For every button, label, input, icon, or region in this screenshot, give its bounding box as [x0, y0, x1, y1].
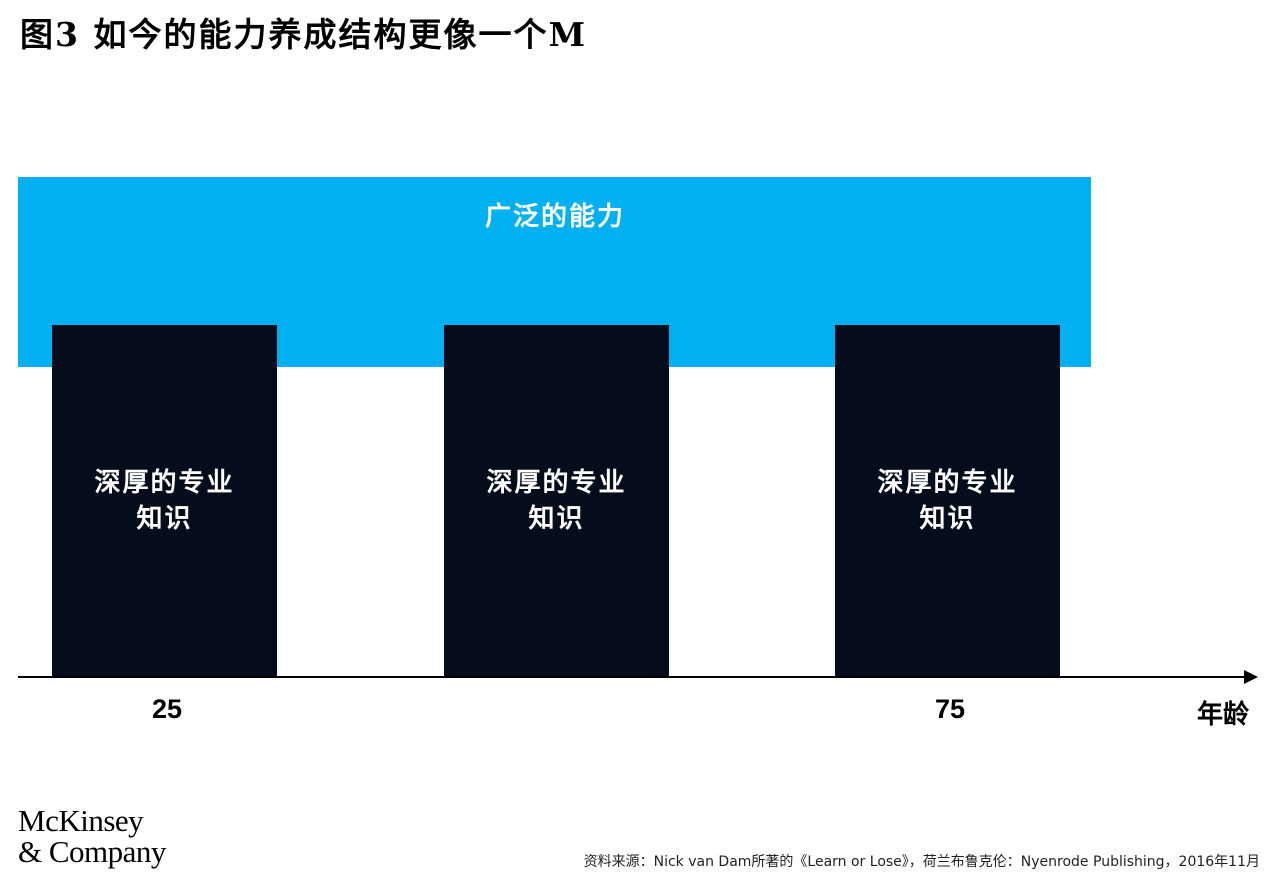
axis-arrow-icon	[1244, 670, 1258, 684]
logo-line2: & Company	[18, 834, 166, 869]
deep-knowledge-pillar-3: 深厚的专业 知识	[835, 325, 1060, 677]
age-axis-line	[18, 676, 1248, 678]
page-title: 图3 如今的能力养成结构更像一个M	[20, 15, 587, 54]
pillar-label-line2: 知识	[136, 504, 193, 534]
broad-abilities-label: 广泛的能力	[484, 202, 625, 232]
pillar-label-line1: 深厚的专业	[94, 468, 235, 498]
pillar-label-line2: 知识	[919, 504, 976, 534]
pillar-label-line1: 深厚的专业	[877, 468, 1018, 498]
axis-tick-75: 75	[935, 694, 966, 724]
pillar-label-line2: 知识	[528, 504, 585, 534]
pillar-label: 深厚的专业 知识	[444, 465, 669, 537]
mckinsey-logo: McKinsey & Company	[18, 805, 166, 867]
deep-knowledge-pillar-2: 深厚的专业 知识	[444, 325, 669, 677]
pillar-label-line1: 深厚的专业	[486, 468, 627, 498]
source-note: 资料来源：Nick van Dam所著的《Learn or Lose》，荷兰布鲁…	[583, 854, 1260, 870]
axis-unit-label: 年龄	[1197, 700, 1250, 730]
deep-knowledge-pillar-1: 深厚的专业 知识	[52, 325, 277, 677]
pillar-label: 深厚的专业 知识	[52, 465, 277, 537]
pillar-label: 深厚的专业 知识	[835, 465, 1060, 537]
axis-tick-25: 25	[152, 694, 183, 724]
logo-line1: McKinsey	[18, 803, 144, 838]
